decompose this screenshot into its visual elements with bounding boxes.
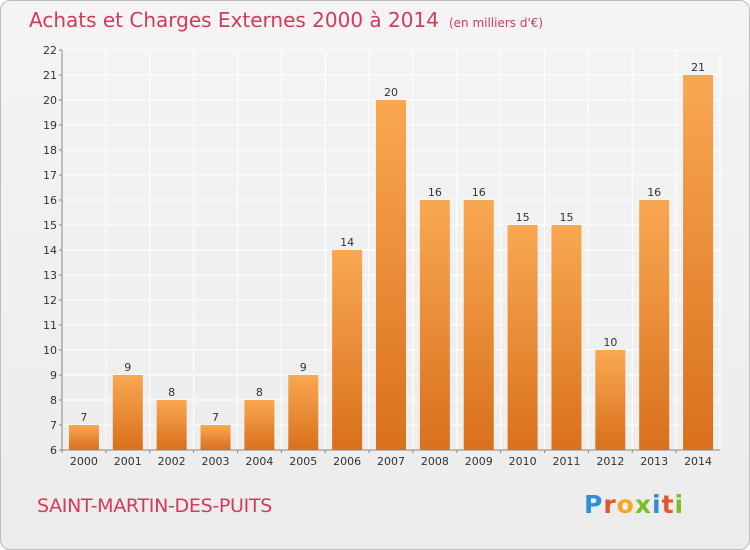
y-tick-label: 12 bbox=[43, 294, 57, 307]
bar-2003 bbox=[200, 425, 231, 450]
chart-title: Achats et Charges Externes 2000 à 2014 (e… bbox=[29, 8, 544, 32]
y-tick-label: 9 bbox=[50, 369, 57, 382]
bar-value-label: 9 bbox=[300, 361, 307, 374]
x-tick-label: 2009 bbox=[465, 455, 493, 468]
bar-value-label: 16 bbox=[647, 186, 661, 199]
y-tick-label: 19 bbox=[43, 119, 57, 132]
bar-value-label: 15 bbox=[516, 211, 530, 224]
bar-2007 bbox=[376, 100, 406, 450]
chart-subtitle: (en milliers d'€) bbox=[448, 16, 544, 30]
x-tick-label: 2003 bbox=[202, 455, 230, 468]
y-tick-label: 10 bbox=[43, 344, 57, 357]
bar-2010 bbox=[507, 225, 538, 450]
bar-value-label: 10 bbox=[603, 336, 617, 349]
x-tick-label: 2010 bbox=[509, 455, 537, 468]
bar-2005 bbox=[288, 375, 319, 450]
proxiti-logo: Proxiti bbox=[584, 490, 685, 519]
bar-2009 bbox=[463, 200, 494, 450]
y-tick-label: 20 bbox=[43, 94, 57, 107]
bar-value-label: 8 bbox=[168, 386, 175, 399]
bar-value-label: 14 bbox=[340, 236, 354, 249]
bar-2004 bbox=[244, 400, 275, 450]
bar-value-label: 7 bbox=[80, 411, 87, 424]
x-tick-label: 2005 bbox=[289, 455, 317, 468]
x-tick-label: 2002 bbox=[158, 455, 186, 468]
bar-2000 bbox=[68, 425, 99, 450]
x-tick-label: 2001 bbox=[114, 455, 142, 468]
x-tick-label: 2007 bbox=[377, 455, 405, 468]
bar-2012 bbox=[595, 350, 626, 450]
y-tick-label: 18 bbox=[43, 144, 57, 157]
y-tick-label: 14 bbox=[43, 244, 57, 257]
x-tick-label: 2011 bbox=[552, 455, 580, 468]
bar-2002 bbox=[156, 400, 187, 450]
bar-2011 bbox=[551, 225, 582, 450]
bar-2006 bbox=[332, 250, 363, 450]
y-tick-label: 7 bbox=[50, 419, 57, 432]
bar-value-label: 7 bbox=[212, 411, 219, 424]
x-tick-label: 2014 bbox=[684, 455, 712, 468]
bar-value-label: 9 bbox=[124, 361, 131, 374]
y-tick-label: 11 bbox=[43, 319, 57, 332]
x-tick-label: 2000 bbox=[70, 455, 98, 468]
bar-2013 bbox=[639, 200, 670, 450]
commune-name: SAINT-MARTIN-DES-PUITS bbox=[37, 495, 273, 517]
x-tick-label: 2004 bbox=[245, 455, 273, 468]
y-tick-label: 6 bbox=[50, 444, 57, 457]
bar-value-label: 8 bbox=[256, 386, 263, 399]
y-tick-label: 17 bbox=[43, 169, 57, 182]
y-tick-label: 13 bbox=[43, 269, 57, 282]
y-tick-label: 21 bbox=[43, 69, 57, 82]
x-tick-label: 2006 bbox=[333, 455, 361, 468]
bar-2001 bbox=[112, 375, 143, 450]
x-tick-label: 2013 bbox=[640, 455, 668, 468]
x-tick-label: 2008 bbox=[421, 455, 449, 468]
bar-value-label: 20 bbox=[384, 86, 398, 99]
y-tick-label: 16 bbox=[43, 194, 57, 207]
x-tick-label: 2012 bbox=[596, 455, 624, 468]
y-tick-label: 8 bbox=[50, 394, 57, 407]
bar-2014 bbox=[683, 75, 714, 450]
bar-value-label: 16 bbox=[472, 186, 486, 199]
bar-value-label: 21 bbox=[691, 61, 705, 74]
bar-value-label: 16 bbox=[428, 186, 442, 199]
y-tick-label: 15 bbox=[43, 219, 57, 232]
y-tick-label: 22 bbox=[43, 44, 57, 57]
bar-2008 bbox=[419, 200, 450, 450]
bar-value-label: 15 bbox=[559, 211, 573, 224]
